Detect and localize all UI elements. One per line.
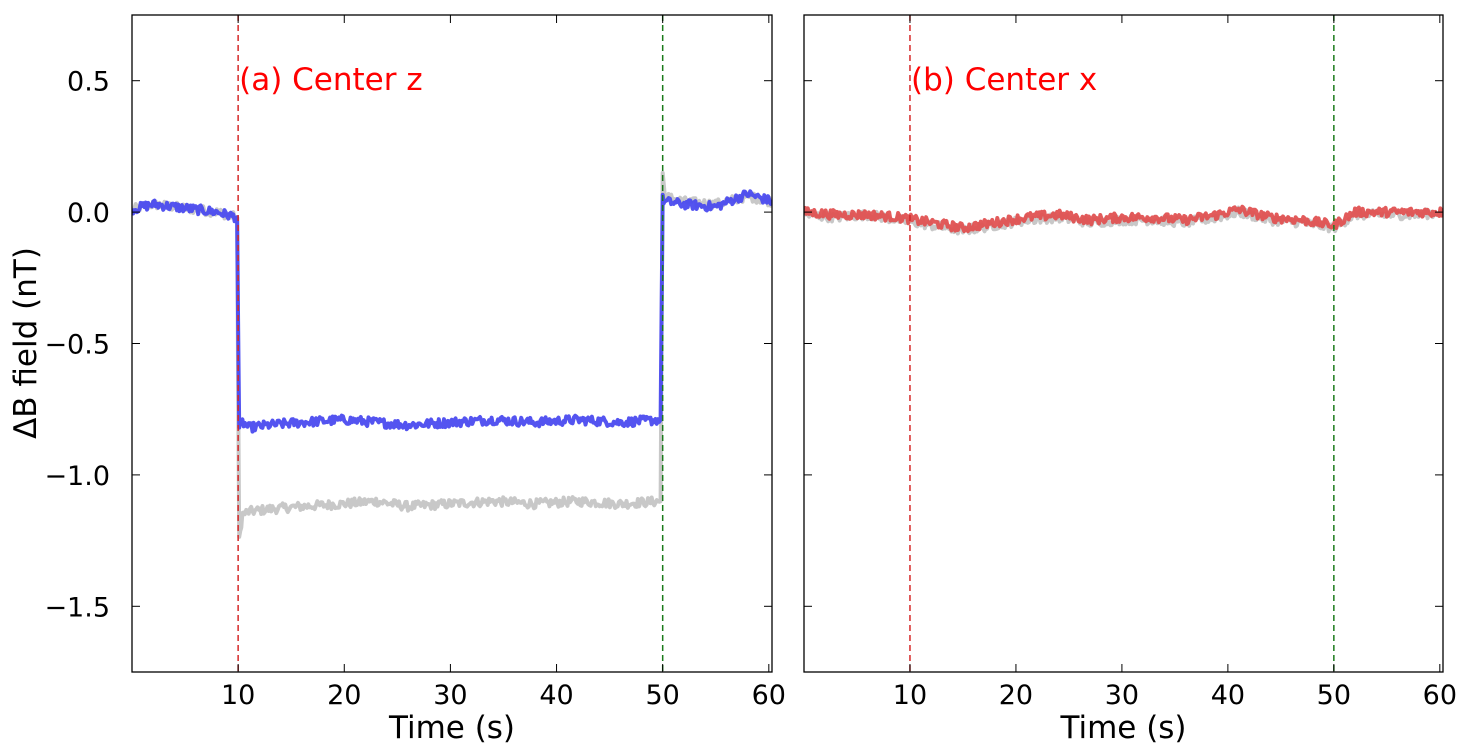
x-axis-label: Time (s): [1059, 710, 1186, 743]
x-tick-label: 60: [752, 680, 786, 711]
panel-a: 10 20 30 40 50 60 0.5 0.0 −0.5 −1.0 −1.5 Time (s) (a…: [44, 14, 786, 746]
x-tick-label: 20: [999, 680, 1033, 711]
panel-label: (b) Center x: [911, 62, 1097, 98]
x-tick-label: 30: [1105, 680, 1139, 711]
plot-frame: [131, 14, 773, 673]
panel-label: (a) Center z: [239, 62, 423, 98]
x-tick-label: 30: [433, 680, 467, 711]
y-axis-label: ΔB field (nT): [8, 247, 44, 439]
series-line-1: [132, 189, 772, 434]
y-tick-label: 0.5: [67, 67, 110, 98]
y-tick-label: 0.0: [67, 198, 110, 229]
x-tick-label: 10: [893, 680, 927, 711]
y-tick-label: −0.5: [44, 330, 110, 361]
series-line-0: [132, 170, 772, 539]
x-tick-label: 20: [327, 680, 361, 711]
x-tick-label: 10: [221, 680, 255, 711]
x-tick-label: 50: [1317, 680, 1351, 711]
x-tick-label: 40: [539, 680, 573, 711]
plot-frame: [803, 14, 1444, 673]
x-tick-label: 40: [1211, 680, 1245, 711]
y-tick-label: −1.0: [44, 461, 110, 492]
y-tick-label: −1.5: [44, 592, 110, 623]
series-line-1: [804, 204, 1443, 234]
x-tick-label: 50: [646, 680, 680, 711]
x-tick-label: 60: [1423, 680, 1457, 711]
x-axis-label: Time (s): [388, 710, 515, 743]
panel-b: 10 20 30 40 50 60 Time (s) (b) Center x: [803, 14, 1457, 746]
